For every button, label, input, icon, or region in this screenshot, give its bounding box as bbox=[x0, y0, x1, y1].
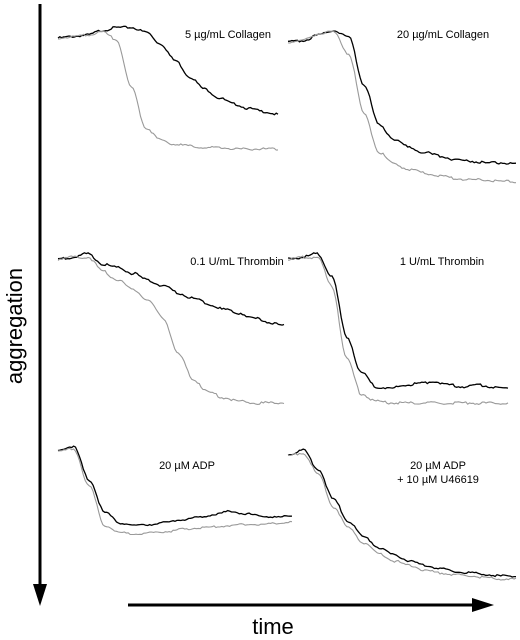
x-axis-arrowhead bbox=[472, 598, 494, 612]
panel-label: 20 µM ADP bbox=[159, 460, 215, 472]
series-line-black bbox=[57, 445, 293, 527]
series-line-gray bbox=[57, 255, 285, 405]
series-line-gray bbox=[287, 255, 509, 405]
series-line-gray bbox=[57, 30, 279, 151]
chart-panel-4: 1 U/mL Thrombin bbox=[287, 252, 509, 405]
panel-label: 20 µg/mL Collagen bbox=[397, 29, 489, 41]
series-line-gray bbox=[57, 447, 293, 536]
series-line-gray bbox=[287, 30, 516, 184]
y-axis-label: aggregation bbox=[2, 268, 27, 384]
series-line-black bbox=[287, 30, 517, 165]
panel-label: + 10 µM U46619 bbox=[397, 474, 479, 486]
chart-panel-5: 20 µM ADP bbox=[57, 445, 293, 536]
series-line-black bbox=[287, 448, 516, 578]
series-line-black bbox=[57, 25, 279, 116]
chart-panel-1: 5 µg/mL Collagen bbox=[57, 25, 279, 151]
chart-panel-6: 20 µM ADP + 10 µM U46619 bbox=[287, 448, 517, 581]
panel-label: 20 µM ADP bbox=[410, 460, 466, 472]
series-line-black bbox=[57, 252, 285, 326]
x-axis-label: time bbox=[252, 614, 294, 639]
panel-label: 1 U/mL Thrombin bbox=[400, 256, 484, 268]
chart-panel-2: 20 µg/mL Collagen bbox=[287, 29, 517, 184]
panels-group: 5 µg/mL Collagen 20 µg/mL Collagen 0.1 U/m… bbox=[57, 25, 517, 581]
panel-label: 0.1 U/mL Thrombin bbox=[190, 256, 284, 268]
series-line-black bbox=[287, 252, 509, 390]
panel-label: 5 µg/mL Collagen bbox=[185, 29, 271, 41]
y-axis-arrowhead bbox=[33, 584, 47, 606]
chart-panel-3: 0.1 U/mL Thrombin bbox=[57, 252, 285, 405]
series-line-gray bbox=[287, 452, 517, 581]
